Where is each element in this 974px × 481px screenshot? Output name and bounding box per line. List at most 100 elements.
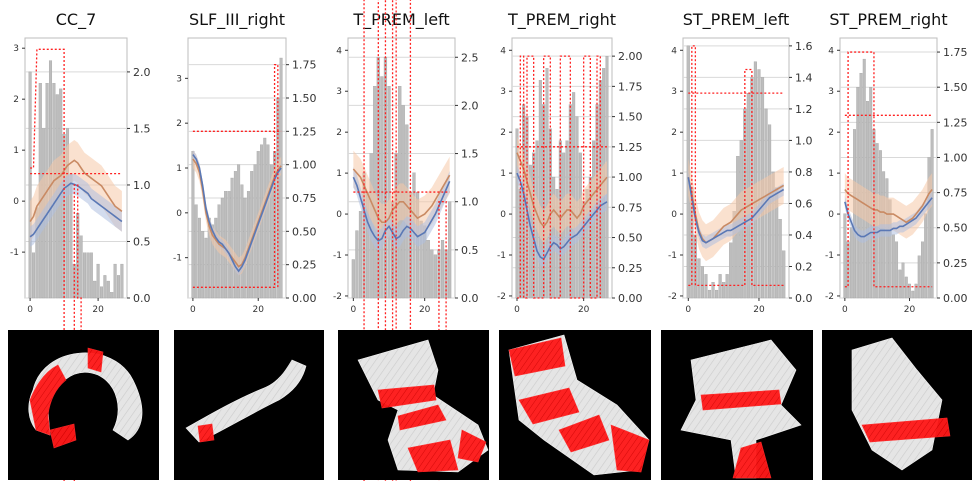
y-right-tick-label: 1.25 [943,116,968,129]
y-right-tick-label: 1.50 [618,111,643,124]
y-left-tick-label: -2 [497,292,506,302]
y-left-tick-label: 2 [336,128,342,138]
y-right-tick-label: 0.4 [795,229,813,242]
y-left-tick-label: 2 [671,128,677,138]
bar [113,263,117,299]
y-left-tick-label: 4 [671,46,677,56]
bar [96,263,100,299]
bar [269,164,273,299]
y-left-tick-label: 0 [13,197,19,207]
bar [191,151,195,299]
mean-band [517,136,607,243]
y-left-tick-label: 3 [671,87,677,97]
subject-line [516,172,608,261]
bar [725,274,729,299]
y-right-tick-label: 0.75 [618,201,643,214]
tract-highlight [861,417,951,443]
significance-markers [30,48,82,481]
bar [753,61,757,299]
y-left-tick-label: 0 [336,210,342,220]
y-right-tick-label: 1.00 [292,159,317,172]
tract-highlight [197,423,215,443]
y-left-tick-label: 4 [336,46,342,56]
bar [433,254,437,299]
bar [718,274,722,299]
bar [426,240,430,299]
chart-title: ST_PREM_left [683,10,790,30]
bar [927,157,931,299]
bar [99,286,104,299]
y-right-tick-label: 2.0 [461,99,479,112]
y-left-tick-label: -1 [173,254,182,264]
tract-highlight [700,389,782,411]
chart-panel-5: ST_PREM_right -2 -1 0 1 2 3 4 0.00 0.25 0.50 0.75 1.… [825,10,967,315]
subject-line [29,182,123,238]
bar [930,129,934,299]
mean-line [844,189,933,224]
bar [430,249,434,299]
bar [358,211,363,299]
y-right-tick-label: 1.75 [292,59,317,72]
bar [921,241,924,299]
y-right-tick-label: 0.00 [292,292,317,305]
subject-band [30,173,122,248]
bar [885,178,889,299]
bar [898,269,902,299]
bar [700,266,704,299]
bar [843,213,847,299]
y-right-tick-label: 0.50 [292,225,317,238]
x-tick-label: 0 [514,305,520,315]
x-tick-label: 0 [350,305,356,315]
y-right-tick-label: 0.75 [943,187,968,200]
y-left-tick-label: -1 [668,251,677,261]
chart-title: ST_PREM_right [829,10,947,30]
y-right-tick-label: 1.5 [461,148,479,161]
x-tick-label: 20 [92,305,104,315]
bar [895,241,899,299]
y-left-tick-label: -1 [825,251,834,261]
bar [693,234,697,299]
x-tick-label: 20 [419,305,431,315]
x-tick-label: 0 [685,305,691,315]
chart-panel-1: SLF_III_right -1 0 1 2 3 0.00 0.25 0.50 0.75 1.00 1… [173,10,316,315]
bar [355,230,359,299]
bar [924,213,928,299]
bar [279,57,283,299]
x-tick-label: 20 [253,305,265,315]
chart-title: CC_7 [56,10,97,30]
y-left-tick-label: 2 [828,128,834,138]
y-right-tick-label: 1.4 [795,71,813,84]
bar [448,201,452,299]
y-right-tick-label: 0.50 [618,232,643,245]
tract-image-SLF_III_right [174,330,324,480]
tract-image-CC_7 [8,330,159,480]
bar [914,283,918,299]
subject-line [844,197,933,238]
bar [545,68,549,299]
y-right-tick-label: 0.25 [292,259,317,272]
y-right-tick-label: 1.6 [795,40,813,53]
y-right-tick-label: 2.0 [133,66,151,79]
subject-band [688,171,784,249]
bar [704,274,708,299]
significance-markers [844,51,933,288]
mean-band [192,150,282,276]
bar [204,237,208,299]
bar [917,255,921,299]
y-right-tick-label: 1.25 [292,125,317,138]
bar [849,227,853,299]
bar [214,217,218,299]
mean-line [352,168,451,224]
y-left-tick-label: 4 [828,46,834,56]
y-right-tick-label: 1.0 [133,179,151,192]
y-right-tick-label: 0.0 [133,292,151,305]
bar [65,128,70,299]
chart-title: T_PREM_left [352,10,449,30]
y-right-tick-label: 0.6 [795,197,813,210]
chart-title: T_PREM_right [507,10,616,30]
y-left-tick-label: -1 [333,251,342,261]
mean-line [516,152,608,228]
y-right-tick-label: 0.25 [618,262,643,275]
bar [542,104,546,299]
